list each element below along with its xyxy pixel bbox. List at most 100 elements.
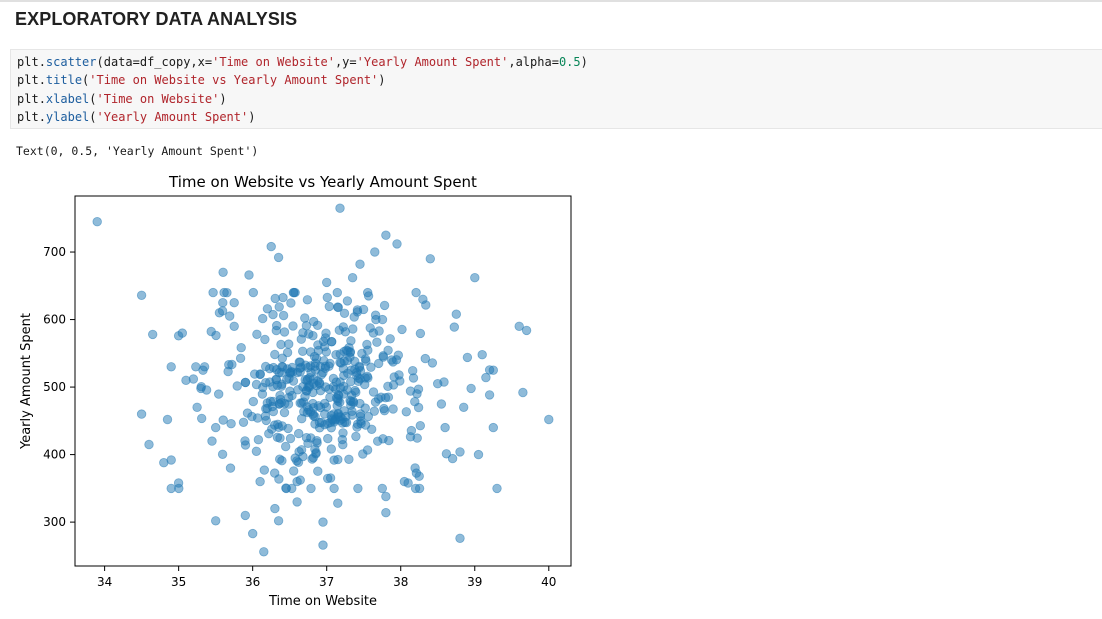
scatter-point — [415, 328, 426, 339]
scatter-point — [397, 324, 407, 335]
scatter-point — [466, 383, 476, 394]
scatter-point — [206, 326, 216, 337]
scatter-point — [268, 309, 278, 320]
scatter-point — [281, 441, 291, 452]
scatter-point — [381, 491, 391, 502]
x-tick-label: 40 — [541, 575, 556, 589]
scatter-point — [255, 369, 265, 380]
y-tick-label: 300 — [43, 515, 66, 529]
scatter-point — [449, 322, 460, 332]
code-token: 'Time on Website' — [96, 92, 220, 106]
scatter-point — [310, 361, 320, 372]
scatter-point — [329, 483, 339, 494]
scatter-point — [333, 302, 343, 312]
scatter-point — [248, 287, 259, 298]
scatter-point — [358, 304, 369, 315]
scatter-point — [514, 321, 524, 332]
scatter-point — [355, 409, 366, 419]
code-token: (data — [96, 55, 133, 69]
scatter-point — [440, 422, 450, 433]
scatter-point — [229, 297, 239, 308]
scatter-point — [283, 399, 294, 409]
scatter-point — [300, 391, 310, 402]
scatter-point — [427, 358, 438, 368]
scatter-point — [255, 476, 265, 487]
scatter-point — [210, 422, 221, 433]
scatter-point — [248, 396, 259, 407]
code-token: plt — [17, 110, 39, 124]
scatter-point — [455, 533, 465, 544]
code-line-1[interactable]: plt.scatter(data=df_copy,x='Time on Webs… — [17, 55, 588, 69]
scatter-point — [370, 310, 381, 320]
scatter-point — [208, 287, 218, 298]
scatter-point — [340, 327, 351, 337]
scatter-point — [226, 419, 236, 429]
scatter-point — [300, 374, 310, 385]
scatter-point — [374, 358, 384, 369]
scatter-point — [521, 325, 532, 336]
scatter-point — [347, 406, 357, 417]
scatter-point — [286, 298, 296, 308]
scatter-point — [244, 270, 254, 280]
scatter-point — [287, 362, 297, 373]
scatter-point — [136, 290, 147, 301]
code-token: ( — [89, 92, 97, 106]
scatter-point — [318, 540, 328, 550]
scatter-point — [350, 385, 360, 396]
scatter-point — [342, 296, 353, 306]
code-token: ( — [82, 73, 90, 87]
code-cell[interactable]: plt.scatter(data=df_copy,x='Time on Webs… — [10, 49, 1102, 129]
top-divider — [0, 0, 1102, 2]
x-tick-label: 36 — [245, 575, 260, 589]
scatter-point — [363, 291, 374, 301]
scatter-point — [441, 449, 452, 459]
scatter-point — [253, 435, 264, 445]
code-token: = — [551, 55, 559, 69]
scatter-point — [484, 365, 495, 375]
scatter-point — [377, 483, 388, 494]
code-token: = — [204, 55, 213, 69]
scatter-point — [284, 339, 294, 349]
code-line-3[interactable]: plt.xlabel('Time on Website') — [17, 92, 227, 106]
scatter-point — [372, 337, 382, 347]
scatter-point — [192, 402, 202, 413]
scatter-point — [177, 328, 188, 338]
scatter-point — [408, 365, 418, 376]
x-tick-label: 37 — [319, 575, 334, 589]
scatter-point — [296, 362, 306, 373]
code-token: plt — [17, 92, 39, 106]
scatter-point — [405, 432, 416, 442]
y-tick-label: 700 — [43, 245, 66, 259]
scatter-point — [344, 454, 354, 465]
y-tick-label: 600 — [43, 313, 66, 327]
scatter-point — [259, 547, 269, 557]
scatter-point — [388, 380, 399, 390]
scatter-point — [332, 287, 343, 298]
y-axis-ticks: 300 400 500 600 700 — [43, 245, 75, 529]
scatter-point — [224, 359, 234, 370]
scatter-point — [302, 295, 313, 305]
scatter-point — [279, 407, 290, 418]
scatter-point — [272, 320, 282, 331]
scatter-point — [362, 339, 372, 350]
code-token: scatter — [45, 55, 97, 69]
scatter-point — [271, 364, 282, 375]
scatter-point — [320, 361, 331, 372]
scatter-point — [315, 402, 326, 413]
code-token: = — [132, 55, 140, 69]
scatter-point — [425, 254, 436, 264]
code-token: = — [349, 55, 357, 69]
scatter-point — [346, 376, 356, 387]
scatter-point — [296, 334, 307, 344]
scatter-point — [315, 385, 326, 396]
scatter-point — [292, 497, 302, 507]
scatter-point — [392, 239, 402, 249]
scatter-point — [274, 399, 285, 409]
scatter-point — [335, 203, 345, 213]
code-line-4[interactable]: plt.ylabel('Yearly Amount Spent') — [17, 110, 255, 124]
y-tick-label: 400 — [43, 448, 66, 462]
scatter-point — [369, 406, 380, 416]
code-line-2[interactable]: plt.title('Time on Website vs Yearly Amo… — [17, 73, 386, 87]
code-token: ( — [89, 110, 97, 124]
scatter-point — [270, 349, 280, 360]
